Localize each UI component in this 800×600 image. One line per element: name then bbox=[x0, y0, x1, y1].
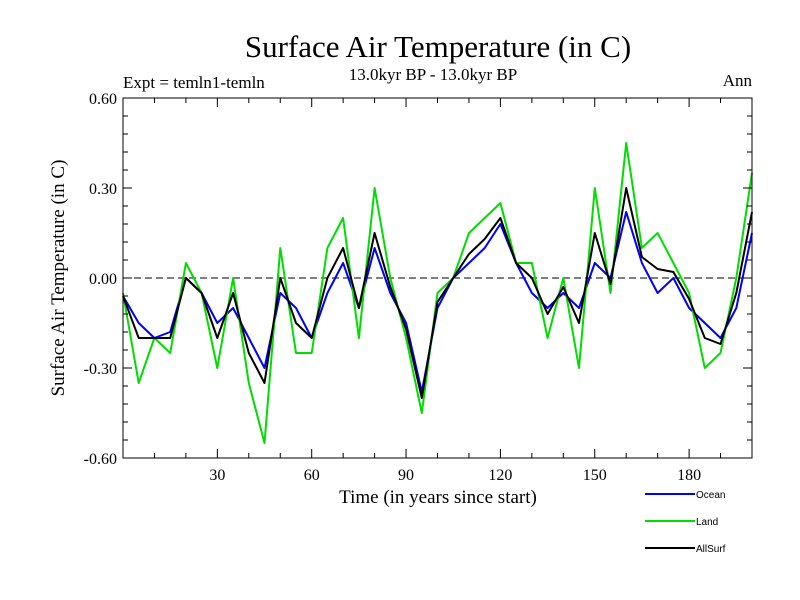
legend: Ocean Land AllSurf bbox=[645, 490, 726, 555]
chart-title: Surface Air Temperature (in C) bbox=[245, 29, 631, 64]
legend-label-allsurf: AllSurf bbox=[696, 544, 726, 555]
y-tick-label: -0.30 bbox=[84, 361, 117, 378]
y-axis-label: Surface Air Temperature (in C) bbox=[48, 160, 69, 397]
y-tick-label: -0.60 bbox=[84, 451, 117, 468]
series-layer bbox=[122, 142, 753, 444]
x-tick-label: 30 bbox=[209, 467, 225, 484]
x-tick-label: 180 bbox=[677, 467, 701, 484]
season-label: Ann bbox=[723, 71, 753, 90]
y-tick-label: 0.60 bbox=[89, 91, 117, 108]
series-line-allsurf bbox=[122, 187, 753, 399]
chart-subtitle: 13.0kyr BP - 13.0kyr BP bbox=[349, 65, 517, 84]
x-tick-label: 150 bbox=[583, 467, 607, 484]
axes-layer: -0.60 -0.30 0.00 0.30 0.60 30 60 90 120 150 180 bbox=[84, 91, 753, 484]
experiment-label: Expt = temln1-temln bbox=[123, 73, 265, 92]
y-tick-label: 0.00 bbox=[89, 271, 117, 288]
x-tick-label: 90 bbox=[398, 467, 414, 484]
y-tick-label: 0.30 bbox=[89, 181, 117, 198]
legend-label-land: Land bbox=[696, 517, 718, 528]
x-tick-label: 60 bbox=[304, 467, 320, 484]
x-axis-label: Time (in years since start) bbox=[339, 487, 537, 508]
legend-label-ocean: Ocean bbox=[696, 490, 725, 501]
x-tick-label: 120 bbox=[488, 467, 512, 484]
